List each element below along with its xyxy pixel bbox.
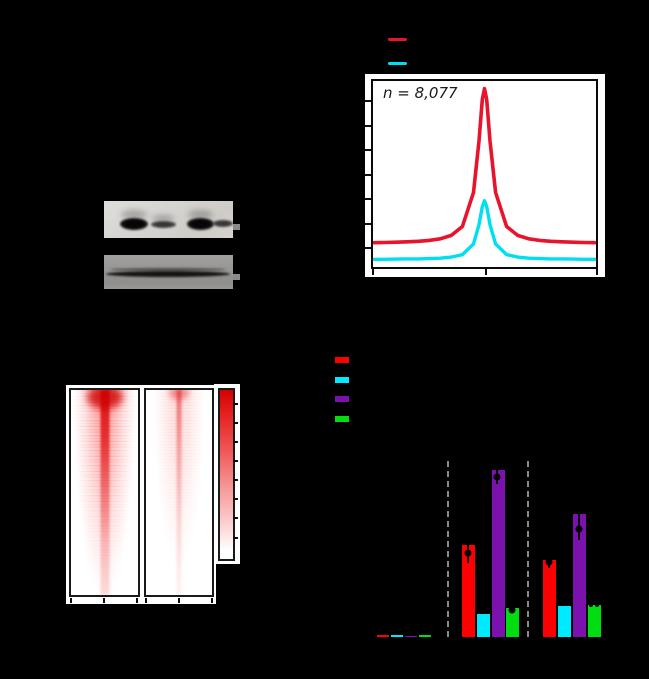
y-tick [365,149,371,151]
bar-purple-group0 [405,636,417,637]
bar-red-group2 [543,560,556,637]
heatmap-x-tick [145,598,147,603]
profile-curve-red [373,86,596,245]
data-point-dot [493,473,501,481]
heatmap-x-tick [103,598,105,603]
legend-swatch-cyan [335,377,349,383]
data-point-dot-small [589,603,593,607]
blot-band-strong-2 [187,218,214,230]
heatmap2-core-column [176,390,182,595]
blot-band-weak-2 [213,220,233,227]
profile-plot-frame: n = 8,077 [371,79,598,269]
data-point-dot-small [595,603,599,607]
group-separator-dashed-line [527,461,529,637]
heatmap-right [144,388,214,597]
colorbar-tick [233,479,238,481]
colorbar-tick [233,441,238,443]
legend-line-cyan [388,62,407,65]
heatmap-x-tick [136,598,138,603]
heatmap-x-tick [178,598,180,603]
heatmap-x-tick [70,598,72,603]
legend-swatch-purple [335,396,349,402]
error-bar-cap [477,612,490,614]
colorbar-tick [233,498,238,500]
legend-swatch-green [335,416,349,422]
n-count-annotation: n = 8,077 [383,84,458,102]
colorbar-tick [233,422,238,424]
blot-band-smear [152,215,174,222]
y-tick [365,100,371,102]
bar-red-group1 [462,545,475,637]
data-point-dot [545,558,553,566]
data-point-dot [464,549,472,557]
bar-purple-group2 [573,514,586,637]
error-bar-cap [558,604,571,606]
x-tick [485,269,487,275]
loading-control-band-upper [110,268,226,271]
colorbar-tick [233,537,238,539]
group-separator-dashed-line [447,461,449,637]
bar-cyan-group1 [477,613,490,637]
colorbar-tick [233,403,238,405]
blot-strip-target [104,201,233,238]
bar-cyan-group2 [558,605,571,637]
colorbar-gradient [218,388,235,561]
y-tick [365,125,371,127]
blot-strip-loading-control [104,255,233,289]
heatmap1-core-column [100,390,109,595]
molecular-weight-dash-bottom [233,274,240,280]
y-tick [365,198,371,200]
y-tick [365,247,371,249]
legend-swatch-red [335,357,349,363]
data-point-dot [508,606,516,614]
bar-green-group2 [588,604,601,637]
error-bar-cap [588,603,601,605]
loading-control-band [106,271,230,277]
bar-green-group1 [506,606,519,637]
bar-cyan-group0 [391,635,403,637]
y-tick [365,223,371,225]
heatmap-x-tick [211,598,213,603]
blot-band-strong-1 [120,218,148,230]
heatmap-left [69,388,140,597]
legend-line-red [388,38,407,41]
blot-band-smear [121,210,147,219]
bar-red-group0 [377,635,389,637]
y-tick [365,174,371,176]
data-point-dot [575,525,583,533]
colorbar-tick [233,517,238,519]
bar-purple-group1 [492,470,505,637]
x-tick [596,269,598,275]
blot-band-smear [188,210,213,219]
x-tick [372,269,374,275]
profile-curve-cyan [373,198,596,262]
heatmap2-top-blob [169,390,189,400]
blot-band-weak-1 [151,221,176,228]
heatmap1-top-blob [86,390,123,409]
profile-curves [373,86,596,262]
molecular-weight-dash-top [233,224,240,230]
colorbar-tick [233,460,238,462]
bar-green-group0 [419,635,431,637]
